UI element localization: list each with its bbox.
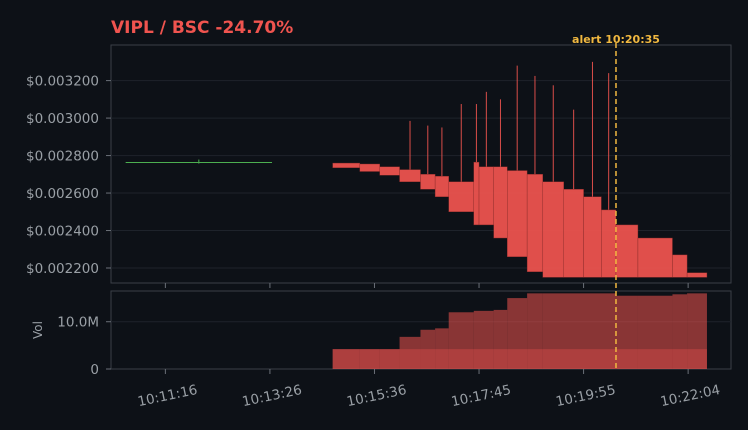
volume-bar	[448, 312, 474, 369]
volume-bar	[637, 295, 673, 369]
price-tick-label: $0.002600	[26, 186, 99, 202]
price-panel-frame	[110, 44, 732, 284]
candle-body	[583, 196, 602, 278]
volume-bar-base	[359, 349, 380, 369]
volume-bar	[687, 293, 707, 369]
candle-body	[601, 209, 617, 278]
volume-bar-base	[332, 349, 360, 369]
volume-bar	[615, 295, 638, 369]
volume-bar-base	[493, 349, 508, 369]
candle-body	[637, 237, 673, 278]
volume-bar	[672, 294, 688, 369]
candle-body	[379, 166, 400, 176]
price-tick-label: $0.002200	[26, 261, 99, 277]
candle-body	[563, 189, 584, 278]
volume-bar	[399, 336, 421, 369]
candle-body	[420, 174, 436, 190]
volume-bar	[507, 298, 528, 369]
chart-title: VIPL / BSC -24.70%	[111, 18, 293, 38]
volume-bar	[473, 310, 494, 369]
volume-bar-base	[615, 349, 638, 369]
candle-body	[448, 181, 474, 212]
volume-axis-label: Vol	[31, 321, 45, 339]
volume-bar	[435, 328, 449, 369]
candle-body	[507, 170, 528, 257]
volume-bar	[332, 349, 360, 369]
candle-body	[672, 254, 688, 278]
candle-body	[686, 272, 708, 278]
candle-body	[493, 166, 508, 239]
volume-bar	[527, 293, 543, 369]
volume-bars	[332, 293, 707, 369]
volume-bar	[542, 293, 616, 369]
candle-body	[615, 224, 639, 278]
volume-bar-base	[420, 349, 436, 369]
candle-body	[332, 162, 361, 168]
volume-bar-base	[399, 349, 421, 369]
price-candles	[125, 61, 708, 278]
price-tick-label: $0.003000	[26, 111, 99, 127]
volume-tick-label: 0	[90, 362, 99, 378]
volume-bar-base	[507, 349, 528, 369]
candle-body	[542, 181, 564, 278]
alert-marker: alert 10:20:35	[572, 33, 660, 369]
price-tick-label: $0.002800	[26, 149, 99, 165]
volume-bar-base	[473, 349, 494, 369]
price-tick-label: $0.003200	[26, 74, 99, 90]
volume-bar-base	[379, 349, 400, 369]
alert-label: alert 10:20:35	[572, 33, 660, 46]
candle-body	[399, 169, 421, 183]
volume-bar	[359, 349, 380, 369]
volume-bar-base	[542, 349, 616, 369]
volume-bar-base	[687, 349, 707, 369]
volume-bar-base	[435, 349, 449, 369]
volume-tick-label: 10.0M	[57, 315, 99, 331]
price-tick-label: $0.002400	[26, 224, 99, 240]
volume-bar	[420, 329, 436, 369]
candle-body	[359, 163, 380, 172]
volume-bar	[379, 349, 400, 369]
volume-bar-base	[637, 349, 673, 369]
volume-bar-base	[672, 349, 688, 369]
volume-bar	[493, 309, 508, 369]
candle-body	[478, 166, 494, 226]
candle-body	[526, 174, 544, 272]
volume-bar-base	[527, 349, 543, 369]
candle-body	[473, 161, 480, 226]
candle-body	[434, 175, 449, 197]
volume-bar-base	[448, 349, 474, 369]
